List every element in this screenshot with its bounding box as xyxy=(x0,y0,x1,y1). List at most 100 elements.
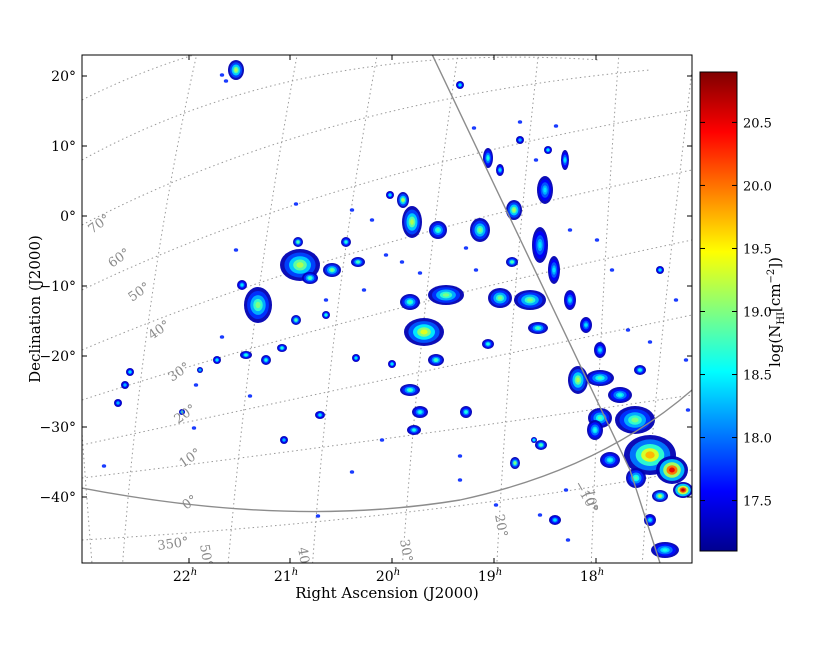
hi-cloud-contour xyxy=(354,356,358,360)
hi-speck xyxy=(369,218,375,222)
hi-cloud-contour xyxy=(658,494,662,498)
hi-cloud xyxy=(280,436,288,444)
hi-cloud xyxy=(516,136,524,144)
hi-speck xyxy=(471,126,477,130)
hi-cloud xyxy=(537,176,553,204)
hi-speck xyxy=(361,288,367,292)
hi-speck xyxy=(219,335,225,339)
hi-cloud-contour xyxy=(593,428,597,432)
hi-cloud xyxy=(626,468,646,488)
hi-speck xyxy=(101,464,107,468)
hi-speck xyxy=(594,238,600,242)
hi-cloud-contour xyxy=(420,329,428,335)
hi-cloud-contour xyxy=(486,156,490,160)
hi-cloud xyxy=(651,542,679,558)
hi-cloud xyxy=(114,399,122,407)
galactic-longitude-line xyxy=(590,55,620,563)
hi-cloud-contour xyxy=(330,268,334,272)
hi-speck xyxy=(625,328,631,332)
hi-cloud-contour xyxy=(597,376,603,380)
hi-cloud-contour xyxy=(552,267,556,273)
galactic-latitude-line xyxy=(82,109,692,291)
hi-cloud xyxy=(531,437,537,443)
hi-cloud xyxy=(126,368,134,376)
x-tick-label: 21h xyxy=(274,567,298,585)
hi-cloud-contour xyxy=(294,318,298,322)
hi-cloud xyxy=(656,456,688,484)
hi-cloud-contour xyxy=(538,241,542,249)
hi-cloud xyxy=(456,81,464,89)
hi-cloud xyxy=(179,409,185,415)
hi-cloud-contour xyxy=(512,208,516,212)
galactic-longitude-label: 30° xyxy=(396,538,415,563)
hi-speck xyxy=(609,268,615,272)
hi-speck xyxy=(349,470,355,474)
hi-cloud-contour xyxy=(434,358,438,362)
hi-cloud-contour xyxy=(536,326,540,330)
hi-cloud xyxy=(237,280,247,290)
colorbar-tick-label: 20.0 xyxy=(743,179,772,194)
hi-cloud-contour xyxy=(123,383,127,387)
hi-cloud-contour xyxy=(634,476,638,480)
galactic-longitude-line xyxy=(496,55,539,563)
hi-cloud-contour xyxy=(255,301,261,309)
hi-cloud-contour xyxy=(240,283,244,287)
hi-cloud-contour xyxy=(648,518,652,522)
galactic-longitude-line xyxy=(227,55,298,563)
galactic-latitude-line xyxy=(82,394,692,479)
galactic-latitude-line xyxy=(82,314,692,446)
plot-frame xyxy=(81,54,693,564)
galactic-longitude-line xyxy=(312,55,378,563)
hi-cloud-contour xyxy=(597,416,603,420)
hi-cloud xyxy=(341,237,351,247)
colorbar-tick-label: 19.0 xyxy=(743,306,772,321)
hi-cloud-contour xyxy=(318,413,322,417)
x-axis-title: Right Ascension (J2000) xyxy=(295,584,478,602)
hi-cloud xyxy=(532,227,548,263)
hi-cloud xyxy=(261,355,271,365)
hi-cloud xyxy=(549,515,561,525)
colorbar-tick-label: 19.5 xyxy=(743,242,772,257)
hi-cloud-contour xyxy=(518,138,522,142)
hi-cloud-contour xyxy=(478,227,482,233)
hi-cloud-contour xyxy=(510,260,514,264)
hi-cloud-contour xyxy=(645,451,655,459)
hi-cloud-contour xyxy=(264,358,268,362)
hi-cloud-contour xyxy=(669,467,675,473)
hi-cloud xyxy=(470,218,490,242)
hi-speck xyxy=(219,73,225,77)
hi-cloud-contour xyxy=(543,187,547,193)
hi-cloud xyxy=(412,406,428,418)
hi-cloud-contour xyxy=(412,428,416,432)
hi-cloud xyxy=(197,367,203,373)
hi-speck xyxy=(293,202,299,206)
galactic-latitude-line xyxy=(82,69,651,226)
hi-cloud-contour xyxy=(563,158,567,162)
hi-cloud-contour xyxy=(180,410,184,414)
hi-cloud xyxy=(386,191,394,199)
hi-cloud xyxy=(528,322,548,334)
hi-cloud-contour xyxy=(410,219,414,225)
hi-speck xyxy=(463,246,469,250)
hi-cloud xyxy=(291,315,301,325)
hi-cloud-contour xyxy=(234,68,238,72)
hi-cloud-contour xyxy=(608,458,612,462)
hi-speck xyxy=(315,514,321,518)
galactic-longitude-line xyxy=(122,55,198,563)
hi-speck xyxy=(417,271,423,275)
hi-cloud xyxy=(323,263,341,277)
hi-cloud xyxy=(535,440,547,450)
y-tick-label: −30° xyxy=(39,420,76,436)
colorbar-tick-label: 18.0 xyxy=(743,432,772,447)
hi-cloud-contour xyxy=(497,296,503,300)
hi-speck xyxy=(673,298,679,302)
y-tick-label: 0° xyxy=(60,209,76,225)
hi-cloud-contour xyxy=(296,240,300,244)
hi-cloud-contour xyxy=(539,443,543,447)
hi-speck xyxy=(399,260,405,264)
hi-cloud-contour xyxy=(436,228,440,232)
hi-speck xyxy=(533,158,539,162)
hi-cloud xyxy=(397,192,409,208)
hi-speck xyxy=(685,408,691,412)
